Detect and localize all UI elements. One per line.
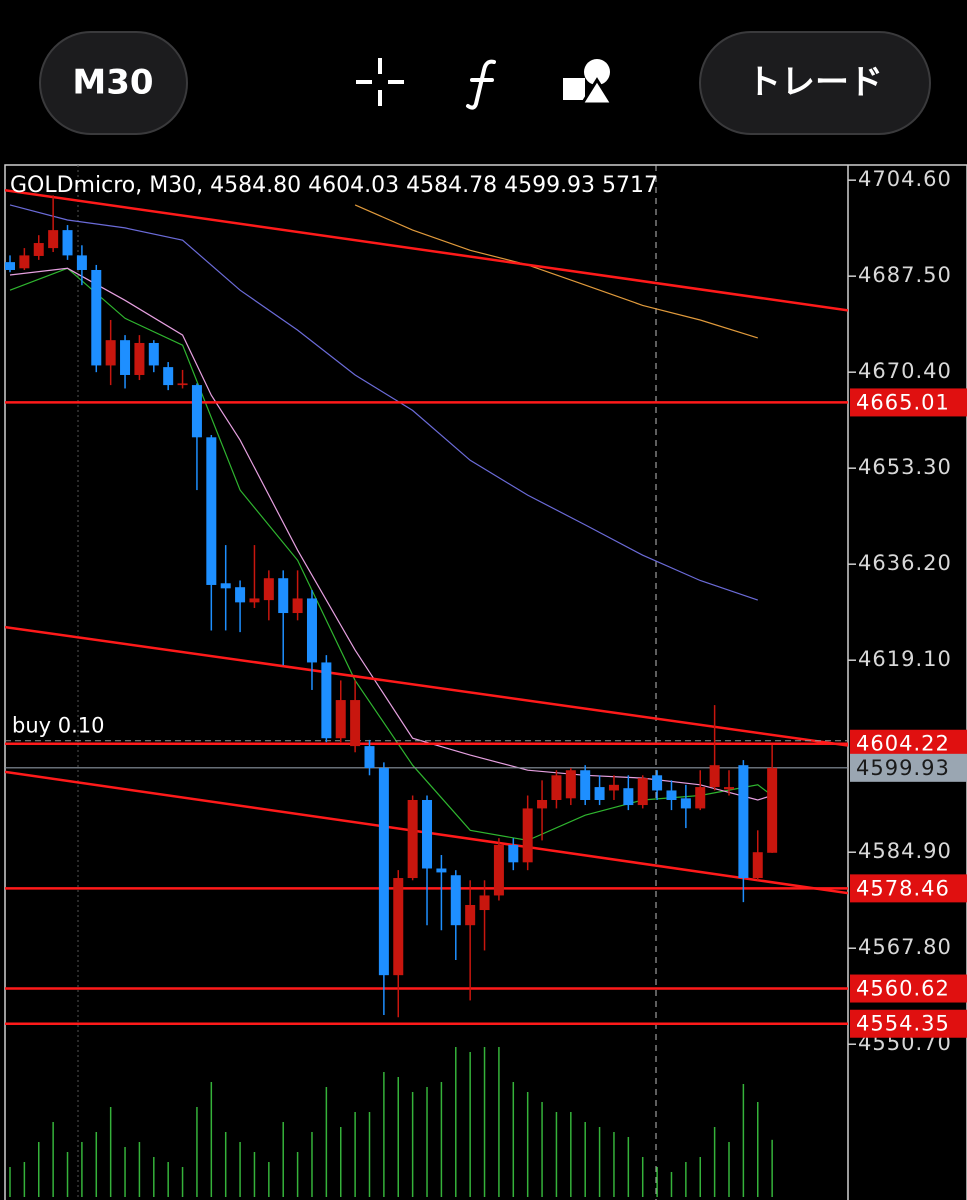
indicator-icon[interactable] xyxy=(466,59,496,110)
candle-body xyxy=(709,765,720,788)
candle-body xyxy=(479,895,490,911)
current-price-label: 4599.93 xyxy=(856,756,950,780)
candle-body xyxy=(177,383,188,386)
candle-body xyxy=(220,583,231,589)
candle-body xyxy=(565,770,576,799)
y-tick-label: 4636.20 xyxy=(858,551,952,575)
candle-body xyxy=(465,904,476,926)
candle-body xyxy=(148,342,159,366)
objects-icon[interactable] xyxy=(563,59,615,106)
level-tag xyxy=(850,729,967,758)
candle-body xyxy=(76,255,87,270)
candle-body xyxy=(393,878,404,976)
candle-body xyxy=(666,790,677,800)
candle-body xyxy=(422,799,433,869)
candle-body xyxy=(19,255,30,269)
candle-body xyxy=(580,770,591,800)
candle-body xyxy=(292,598,303,614)
moving-average xyxy=(354,204,758,339)
level-label: 4578.46 xyxy=(856,876,950,900)
current-price-tag xyxy=(850,753,967,782)
crosshair-icon[interactable] xyxy=(356,58,404,106)
candle-body xyxy=(637,778,648,806)
candle-body xyxy=(249,598,260,603)
chart-frame xyxy=(4,164,967,1200)
candle-body xyxy=(263,578,274,601)
level-label: 4665.01 xyxy=(856,390,950,414)
level-label: 4604.22 xyxy=(856,732,950,756)
candle-body xyxy=(450,875,461,926)
y-tick-label: 4584.90 xyxy=(858,839,952,863)
candle-body xyxy=(120,340,131,375)
timeframe-button[interactable] xyxy=(39,31,188,135)
level-tag xyxy=(850,974,967,1003)
candle-body xyxy=(695,787,706,809)
candle-body xyxy=(62,230,73,256)
candle-body xyxy=(407,799,418,879)
candle-body xyxy=(364,746,375,768)
candle-body xyxy=(91,269,102,366)
candle-body xyxy=(335,700,346,739)
candle-body xyxy=(378,767,389,976)
candle-body xyxy=(537,799,548,809)
candle-body xyxy=(436,868,447,873)
level-label: 4560.62 xyxy=(856,977,950,1001)
candle-body xyxy=(594,787,605,800)
candle-body xyxy=(551,775,562,800)
candle-body xyxy=(608,784,619,791)
level-tag xyxy=(850,874,967,903)
candle-body xyxy=(5,262,15,270)
candle-body xyxy=(235,587,246,603)
candle-body xyxy=(767,767,778,853)
candle-body xyxy=(206,437,217,585)
trend-line xyxy=(5,189,848,312)
level-tag xyxy=(850,388,967,417)
price-axis: 4704.60 4687.50 4670.40 4653.30 4636.20 4619.… xyxy=(848,167,967,1055)
timeframe-label[interactable]: M30 xyxy=(72,63,153,103)
level-label: 4554.35 xyxy=(856,1012,950,1036)
trend-line xyxy=(5,625,848,747)
order-label: buy 0.10 xyxy=(12,714,105,738)
y-tick-label: 4567.80 xyxy=(858,935,952,959)
candle-body xyxy=(33,243,44,256)
moving-average xyxy=(9,267,773,842)
candle-body xyxy=(306,598,317,663)
y-tick-label: 4704.60 xyxy=(858,167,952,191)
moving-average xyxy=(9,204,758,601)
candle-body xyxy=(522,808,533,863)
candle-body xyxy=(321,662,332,739)
y-tick-label: 4653.30 xyxy=(858,455,952,479)
candle-body xyxy=(680,798,691,809)
candle-body xyxy=(350,700,361,747)
chart-title: GOLDmicro, M30, 4584.80 4604.03 4584.78 … xyxy=(10,173,658,198)
candle-body xyxy=(652,775,663,791)
candle-body xyxy=(738,765,749,879)
trade-label[interactable]: トレード xyxy=(747,63,883,103)
level-tag xyxy=(850,1009,967,1038)
candle-body xyxy=(191,385,202,438)
candle-body xyxy=(493,844,504,896)
candle-body xyxy=(623,788,634,806)
candle-body xyxy=(134,342,145,375)
candle-body xyxy=(163,367,174,386)
candle-body xyxy=(724,787,734,790)
trade-button[interactable] xyxy=(699,31,931,135)
y-tick-label: 4619.10 xyxy=(858,647,952,671)
y-tick-label: 4687.50 xyxy=(858,263,952,287)
candle-body xyxy=(48,230,59,249)
candle-body xyxy=(508,844,519,863)
candle-body xyxy=(752,852,763,879)
y-tick-label: 4670.40 xyxy=(858,359,952,383)
candle-body xyxy=(105,340,116,366)
plot-area xyxy=(5,189,848,1197)
candle-body xyxy=(278,578,289,614)
